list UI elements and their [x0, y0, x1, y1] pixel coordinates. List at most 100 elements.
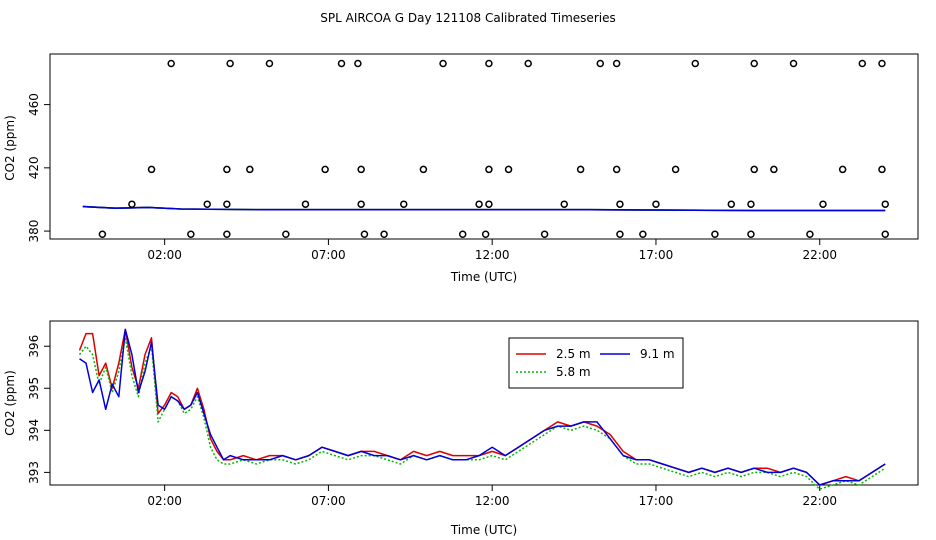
data-point: [858, 59, 867, 68]
bottom-y-tick-label: 394: [27, 419, 41, 442]
data-point: [360, 230, 369, 239]
data-point: [223, 165, 231, 174]
data-point: [321, 165, 329, 174]
bottom-x-tick-label: 22:00: [802, 494, 837, 508]
data-point: [878, 59, 886, 68]
top-y-axis-label: CO2 (ppm): [3, 115, 17, 181]
data-point: [147, 165, 156, 174]
data-point: [612, 165, 621, 174]
data-point: [819, 200, 827, 208]
data-point: [881, 200, 889, 208]
series-line-9-1-m: [79, 328, 886, 486]
data-point: [652, 200, 660, 208]
legend-label-2-5m: 2.5 m: [556, 347, 591, 361]
data-point: [750, 59, 758, 68]
data-point: [727, 200, 736, 208]
data-point: [265, 59, 274, 68]
data-point: [167, 59, 175, 68]
data-point: [750, 165, 758, 174]
bottom-y-tick-label: 393: [27, 461, 41, 484]
data-point: [282, 230, 290, 239]
data-point: [504, 165, 513, 174]
top-y-tick-label: 460: [27, 93, 41, 116]
data-point: [671, 165, 680, 174]
data-point: [128, 200, 136, 208]
data-point: [878, 165, 886, 174]
data-point: [540, 230, 549, 239]
bottom-panel: 02:00 07:00 12:00 17:00 22:00 393 394 395 396 Ti…: [3, 320, 919, 537]
data-point: [458, 230, 467, 239]
data-point: [616, 230, 624, 239]
data-point: [439, 59, 447, 68]
top-y-tick-label: 420: [27, 156, 41, 179]
data-point: [301, 200, 310, 208]
chart-title: SPL AIRCOA G Day 121108 Calibrated Times…: [320, 11, 615, 25]
top-series-lines: [82, 205, 886, 212]
bottom-x-tick-label: 07:00: [311, 494, 346, 508]
data-point: [881, 230, 889, 239]
data-point: [187, 230, 195, 239]
bottom-x-axis-label: Time (UTC): [450, 523, 517, 537]
series-line-5-8-m: [78, 337, 886, 490]
data-point: [612, 59, 621, 68]
data-point: [98, 230, 107, 239]
data-point: [691, 59, 700, 68]
top-x-tick-label: 02:00: [147, 248, 182, 262]
legend-label-9-1m: 9.1 m: [640, 347, 675, 361]
data-point: [711, 230, 719, 239]
data-point: [806, 230, 814, 239]
data-point: [354, 59, 362, 68]
data-point: [485, 200, 493, 208]
top-x-tick-label: 17:00: [639, 248, 674, 262]
data-point: [560, 200, 568, 208]
data-point: [223, 200, 231, 208]
data-point: [337, 59, 346, 68]
top-x-axis-label: Time (UTC): [450, 270, 517, 284]
data-point: [380, 230, 388, 239]
bottom-y-tick-label: 395: [27, 377, 41, 400]
data-point: [226, 59, 234, 68]
data-point: [481, 230, 490, 239]
top-series-line-2: [82, 205, 886, 212]
data-point: [485, 165, 493, 174]
data-point: [357, 165, 365, 174]
bottom-x-tick-label: 17:00: [639, 494, 674, 508]
data-point: [203, 200, 211, 208]
top-y-tick-label: 380: [27, 220, 41, 243]
legend-label-5-8m: 5.8 m: [556, 365, 591, 379]
top-panel: 02:00 07:00 12:00 17:00 22:00 380 420 460 Time …: [3, 53, 919, 284]
bottom-y-tick-label: 396: [27, 335, 41, 358]
data-point: [596, 59, 605, 68]
top-points: [98, 59, 889, 239]
data-point: [576, 165, 585, 174]
data-point: [223, 230, 231, 239]
bottom-series-lines: [78, 328, 886, 490]
top-plot-frame: [49, 53, 919, 240]
data-point: [789, 59, 798, 68]
data-point: [419, 165, 428, 174]
data-point: [485, 59, 493, 68]
top-x-tick-label: 22:00: [802, 248, 837, 262]
data-point: [747, 230, 755, 239]
data-point: [357, 200, 365, 208]
data-point: [524, 59, 532, 68]
data-point: [616, 200, 624, 208]
bottom-axes: 02:00 07:00 12:00 17:00 22:00 393 394 395 396: [27, 335, 837, 508]
top-x-tick-label: 12:00: [475, 248, 510, 262]
top-axes: 02:00 07:00 12:00 17:00 22:00 380 420 460: [27, 93, 837, 262]
top-x-tick-label: 07:00: [311, 248, 346, 262]
data-point: [400, 200, 408, 208]
series-line-2-5-m: [78, 328, 886, 486]
bottom-x-tick-label: 02:00: [147, 494, 182, 508]
legend-box: [508, 337, 684, 389]
data-point: [747, 200, 755, 208]
legend: 2.5 m 9.1 m 5.8 m: [508, 337, 684, 389]
bottom-y-axis-label: CO2 (ppm): [3, 370, 17, 436]
bottom-x-tick-label: 12:00: [475, 494, 510, 508]
data-point: [246, 165, 254, 174]
data-point: [838, 165, 847, 174]
data-point: [475, 200, 483, 208]
bottom-plot-frame: [49, 320, 919, 486]
data-point: [639, 230, 647, 239]
